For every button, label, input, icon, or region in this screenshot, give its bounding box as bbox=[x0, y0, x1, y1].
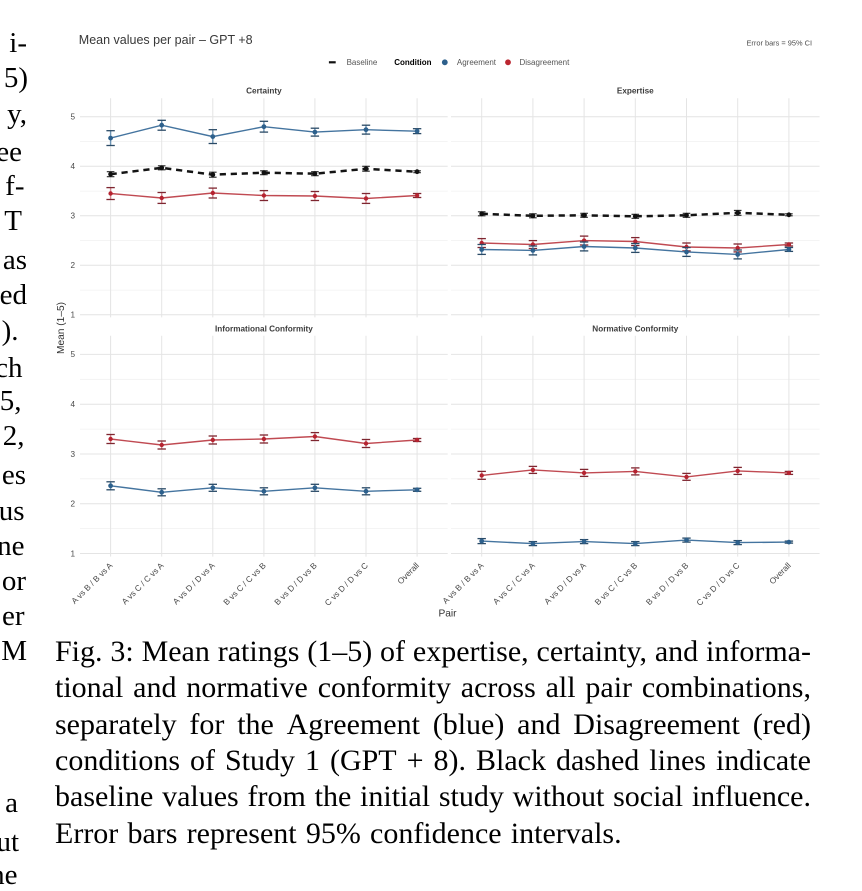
svg-text:Agreement: Agreement bbox=[457, 58, 497, 67]
svg-text:Mean values per pair – GPT +8: Mean values per pair – GPT +8 bbox=[79, 33, 253, 47]
svg-text:5: 5 bbox=[70, 113, 75, 122]
svg-text:1: 1 bbox=[70, 311, 75, 320]
svg-text:2: 2 bbox=[70, 500, 75, 509]
svg-text:A vs B / B vs A: A vs B / B vs A bbox=[440, 560, 486, 606]
svg-text:B vs D / D vs B: B vs D / D vs B bbox=[644, 560, 691, 607]
svg-text:A vs D / D vs A: A vs D / D vs A bbox=[542, 560, 588, 606]
svg-text:4: 4 bbox=[70, 162, 75, 171]
svg-text:2: 2 bbox=[70, 261, 75, 270]
svg-text:Pair: Pair bbox=[438, 609, 457, 620]
svg-text:B vs D / D vs B: B vs D / D vs B bbox=[272, 560, 319, 607]
svg-text:1: 1 bbox=[70, 549, 75, 558]
svg-text:A vs D / D vs A: A vs D / D vs A bbox=[171, 560, 217, 606]
svg-text:A vs C / C vs A: A vs C / C vs A bbox=[120, 560, 166, 606]
svg-text:B vs C / C vs B: B vs C / C vs B bbox=[221, 560, 268, 607]
svg-text:Certainty: Certainty bbox=[246, 87, 282, 96]
svg-text:5: 5 bbox=[70, 350, 75, 359]
svg-text:4: 4 bbox=[70, 400, 75, 409]
svg-text:Overall: Overall bbox=[767, 560, 793, 586]
svg-text:Normative Conformity: Normative Conformity bbox=[592, 324, 678, 333]
svg-text:Overall: Overall bbox=[395, 560, 421, 586]
svg-text:C vs D / D vs C: C vs D / D vs C bbox=[323, 560, 370, 607]
svg-text:3: 3 bbox=[70, 450, 75, 459]
svg-text:Informational Conformity: Informational Conformity bbox=[215, 324, 313, 333]
svg-text:Disagreement: Disagreement bbox=[520, 58, 571, 67]
svg-text:Mean (1–5): Mean (1–5) bbox=[56, 302, 67, 354]
svg-text:Condition: Condition bbox=[394, 58, 431, 67]
svg-text:A vs C / C vs A: A vs C / C vs A bbox=[491, 560, 537, 606]
svg-text:C vs D / D vs C: C vs D / D vs C bbox=[694, 560, 741, 607]
svg-text:A vs B / B vs A: A vs B / B vs A bbox=[69, 560, 115, 606]
svg-text:Error bars = 95% CI: Error bars = 95% CI bbox=[746, 39, 812, 48]
svg-text:B vs C / C vs B: B vs C / C vs B bbox=[592, 560, 639, 607]
svg-text:Baseline: Baseline bbox=[347, 58, 378, 67]
svg-text:3: 3 bbox=[70, 212, 75, 221]
svg-text:Expertise: Expertise bbox=[617, 87, 654, 96]
